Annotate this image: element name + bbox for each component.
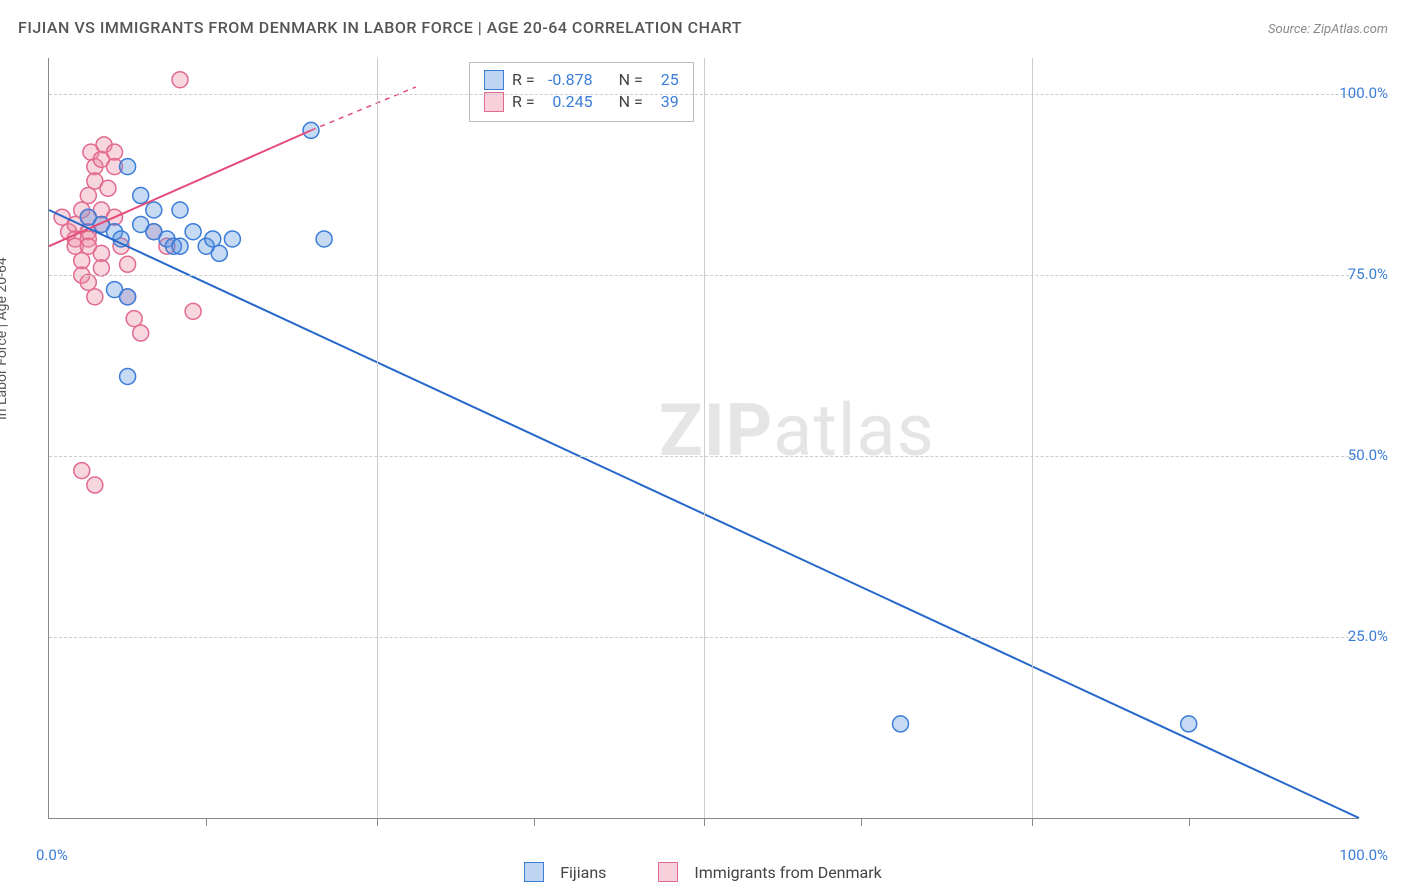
correlation-legend: R = -0.878 N = 25 R = 0.245 N = 39 [469,62,694,122]
n-value-fijians: 25 [651,69,679,91]
r-value-fijians: -0.878 [543,69,593,91]
swatch-blue-icon [484,70,504,90]
y-tick-label: 25.0% [1348,627,1388,645]
legend-label-denmark: Immigrants from Denmark [694,863,881,882]
chart-title: FIJIAN VS IMMIGRANTS FROM DENMARK IN LAB… [18,18,742,37]
legend-row-fijians: R = -0.878 N = 25 [484,69,679,91]
n-label: N = [619,69,643,91]
source-attribution: Source: ZipAtlas.com [1268,22,1388,37]
chart-plot-area: ZIPatlas R = -0.878 N = 25 R = 0.245 N =… [48,58,1359,819]
y-tick-label: 75.0% [1348,265,1388,283]
series-legend: Fijians Immigrants from Denmark [0,861,1406,882]
y-tick-label: 50.0% [1348,446,1388,464]
y-axis-label: In Labor Force | Age 20-64 [0,257,10,420]
swatch-pink-icon [658,862,678,882]
legend-label-fijians: Fijians [560,863,606,882]
r-label: R = [512,69,535,91]
y-tick-label: 100.0% [1339,84,1388,102]
swatch-blue-icon [524,862,544,882]
